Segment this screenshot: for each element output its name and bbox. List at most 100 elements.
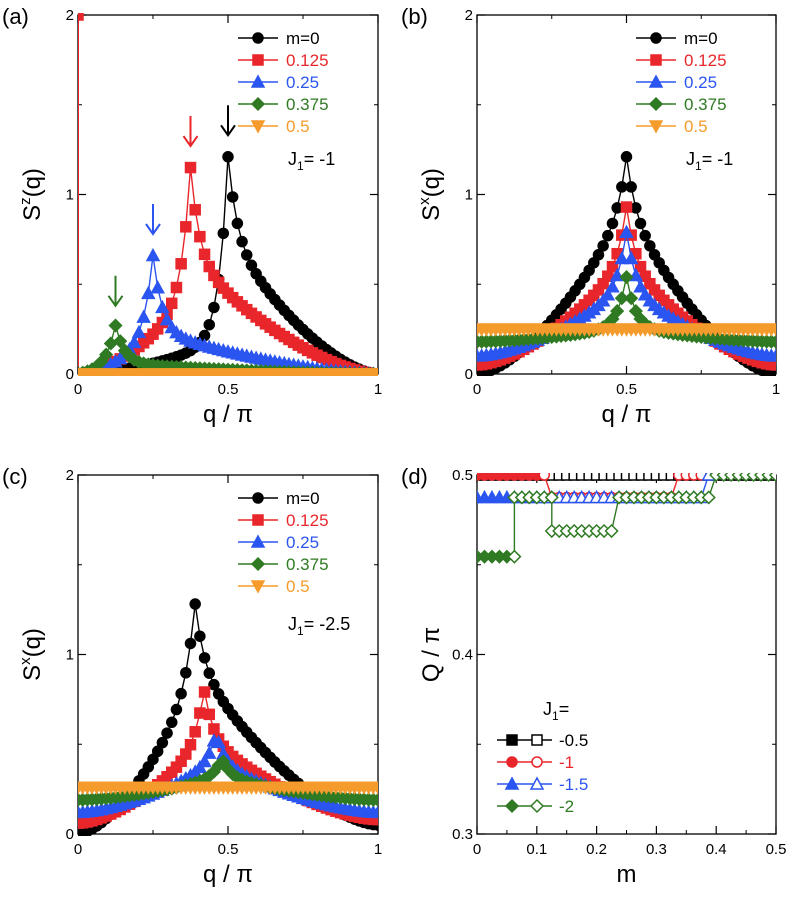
j1-main: J	[288, 614, 297, 634]
data-point	[131, 324, 147, 339]
legend-entry: 0.375	[636, 95, 727, 114]
data-point	[768, 348, 776, 362]
data-point	[768, 473, 776, 483]
legend-entry: 0.375	[238, 95, 329, 114]
y-tick-label: 2	[465, 7, 473, 24]
data-point	[602, 229, 614, 242]
data-point	[170, 281, 183, 294]
legend-marker	[250, 74, 266, 88]
data-point	[222, 151, 234, 163]
legend-label: 0.25	[286, 533, 319, 552]
legend-title: J1=	[543, 699, 569, 723]
data-point	[156, 736, 169, 749]
data-point	[605, 279, 620, 293]
legend-label: m=0	[286, 29, 320, 48]
data-point	[197, 753, 212, 768]
data-point	[180, 221, 192, 233]
legend-marker	[650, 54, 662, 66]
data-point	[639, 229, 651, 242]
legend-marker	[650, 32, 662, 44]
y-tick-label: 0.4	[452, 647, 473, 664]
legend-marker	[252, 54, 264, 66]
legend-marker	[506, 756, 518, 768]
data-point	[370, 804, 378, 819]
data-point	[217, 227, 230, 240]
data-point	[198, 686, 211, 698]
panel-d: (d) 0 0.1 0.2 0.3 0.4 0.5 0.3 0.4 0.5 m Q / π J1= -0.…	[401, 464, 786, 888]
j1-main: J	[686, 149, 695, 169]
legend-label: -0.5	[559, 731, 588, 750]
data-point	[245, 259, 258, 272]
data-point	[614, 250, 630, 265]
data-point	[189, 598, 201, 610]
y-tick-label: 1	[66, 647, 74, 664]
legend-label: 0.5	[286, 117, 310, 136]
legend-label: 0.125	[684, 51, 727, 70]
peak-arrow	[182, 116, 199, 148]
y-tick-label: 2	[66, 7, 74, 24]
panel-label: (b)	[401, 4, 428, 29]
data-point	[620, 201, 633, 213]
legend-label: -1	[559, 753, 574, 772]
data-point	[99, 347, 114, 362]
x-tick-label: 1	[374, 381, 382, 398]
data-point	[236, 235, 248, 248]
legend-entry: 0.5	[238, 577, 310, 596]
data-point	[103, 336, 118, 351]
y-tick-label: 0	[66, 826, 74, 843]
y-label-main: S	[418, 205, 445, 221]
legend-label: 0.25	[684, 73, 717, 92]
panel-label: (d)	[401, 464, 428, 489]
x-axis-label: q / π	[203, 401, 253, 428]
data-point	[180, 748, 192, 760]
j1-tail: = -2.5	[304, 614, 351, 634]
data-point	[166, 297, 178, 310]
plot-area	[78, 13, 378, 376]
legend-label: -2	[559, 797, 574, 816]
y-tick-label: 0	[465, 366, 473, 383]
data-point	[194, 630, 206, 642]
data-point	[211, 734, 226, 749]
data-point	[201, 745, 217, 759]
data-point	[370, 781, 378, 795]
plot-area	[78, 598, 378, 836]
data-point	[145, 247, 161, 262]
data-point	[151, 745, 164, 758]
y-label-sup: z	[17, 197, 34, 205]
data-point	[619, 270, 634, 285]
legend-entry: -1	[497, 753, 574, 772]
legend-title-main: J	[543, 699, 552, 719]
legend-label: 0.5	[286, 577, 310, 596]
data-point	[614, 291, 629, 306]
x-tick-label: 0.5	[766, 841, 787, 858]
data-point	[184, 161, 197, 174]
y-axis-label: Q / π	[418, 627, 445, 682]
data-point	[136, 309, 151, 323]
data-point	[208, 723, 220, 735]
y-tick-label: 0	[66, 366, 74, 383]
series-0.5	[78, 368, 378, 376]
data-point	[78, 13, 84, 21]
y-label-sup: x	[17, 657, 34, 665]
legend-label: 0.375	[286, 95, 329, 114]
y-tick-label: 0.5	[452, 467, 473, 484]
y-label-main: S	[19, 665, 46, 681]
legend-marker	[252, 492, 264, 504]
plot-frame	[77, 474, 379, 835]
x-tick-label: 1	[772, 381, 780, 398]
x-axis-label: q / π	[203, 861, 253, 888]
legend-marker	[252, 514, 264, 526]
data-point	[175, 687, 187, 700]
x-tick-label: 1	[374, 841, 382, 858]
series-0.5	[78, 781, 378, 795]
arrow-head	[145, 223, 161, 236]
legend-label: -1.5	[559, 775, 588, 794]
x-tick-label: 0.1	[526, 841, 547, 858]
j1-annotation: J1= -1	[288, 149, 335, 173]
y-label-main: S	[19, 205, 46, 221]
legend-marker	[531, 734, 543, 746]
panel-a: (a) 0 0.5 1 0 1 2 q / π Sz(q) m=0 0.125 0.25 0.375 0.…	[2, 4, 382, 428]
x-tick-label: 0.3	[646, 841, 667, 858]
data-point	[597, 240, 609, 252]
